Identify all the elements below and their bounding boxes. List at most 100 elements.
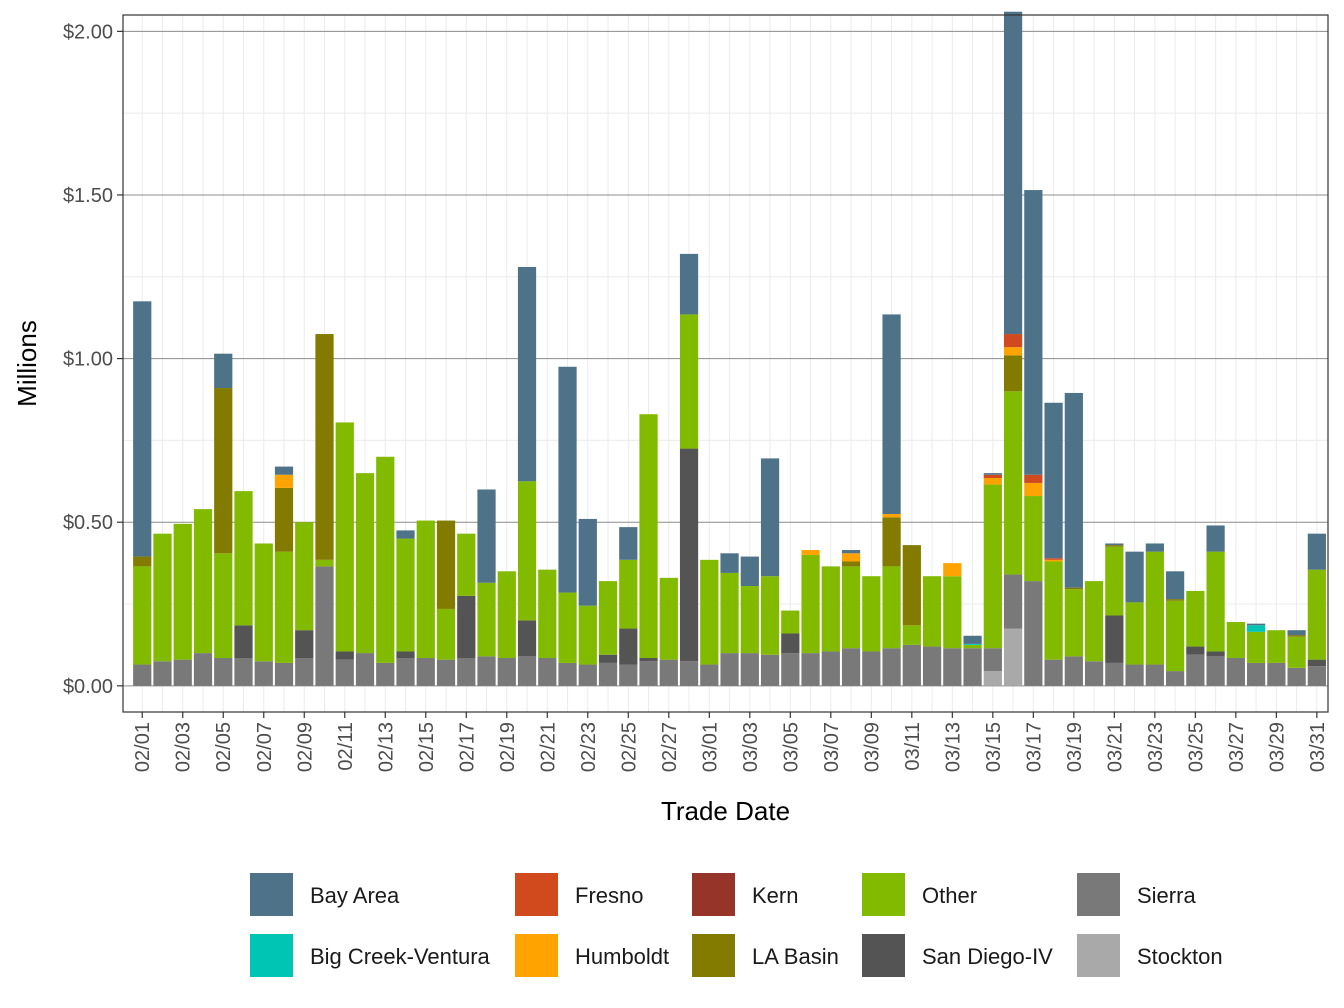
legend-label: Kern xyxy=(752,883,798,908)
bar-sierra-02-08 xyxy=(274,662,294,686)
bar-sierra-02-12 xyxy=(355,653,375,686)
bar-sierra-03-08 xyxy=(841,648,861,686)
x-tick-label: 03/29 xyxy=(1266,722,1288,772)
bar-la-basin-02-08 xyxy=(274,487,294,552)
bar-san-diego-iv-02-25 xyxy=(619,628,638,665)
bar-san-diego-iv-02-28 xyxy=(679,448,699,662)
legend-swatch xyxy=(862,934,905,977)
bar-other-03-30 xyxy=(1287,636,1306,668)
bar-other-03-22 xyxy=(1125,602,1144,665)
bar-bay-area-02-22 xyxy=(558,366,577,593)
bar-bay-area-03-28 xyxy=(1246,623,1266,626)
x-tick-label: 02/19 xyxy=(497,722,519,772)
bar-other-03-09 xyxy=(862,576,881,652)
legend-swatch xyxy=(1077,934,1120,977)
x-tick-label: 03/03 xyxy=(740,722,762,772)
bar-other-02-24 xyxy=(598,581,618,655)
bar-other-03-06 xyxy=(801,554,820,654)
legend-label: LA Basin xyxy=(752,944,839,969)
bar-bay-area-02-05 xyxy=(214,353,233,389)
y-tick-label: $1.00 xyxy=(63,349,113,371)
x-tick-label: 02/09 xyxy=(294,722,316,772)
bar-sierra-02-15 xyxy=(416,658,435,686)
bar-san-diego-iv-02-17 xyxy=(457,595,476,659)
bar-other-02-27 xyxy=(659,577,678,660)
bar-bay-area-03-24 xyxy=(1165,571,1185,600)
x-tick-label: 02/03 xyxy=(173,722,195,772)
bar-other-03-28 xyxy=(1246,631,1266,663)
bar-fresno-03-18 xyxy=(1044,558,1063,560)
bar-san-diego-iv-02-11 xyxy=(335,651,354,660)
bar-sierra-02-24 xyxy=(598,662,618,686)
bar-sierra-02-05 xyxy=(214,658,233,686)
bar-other-03-04 xyxy=(760,576,780,655)
bar-sierra-03-16 xyxy=(1003,574,1023,629)
bar-humboldt-03-10 xyxy=(882,514,901,518)
bar-other-02-06 xyxy=(234,491,253,626)
x-tick-label: 03/27 xyxy=(1226,722,1248,772)
bar-bay-area-03-10 xyxy=(882,314,901,515)
bar-other-02-25 xyxy=(619,559,638,629)
bar-other-02-26 xyxy=(639,414,658,659)
bar-fresno-03-15 xyxy=(983,474,1002,479)
bar-sierra-02-10 xyxy=(315,566,334,686)
bar-san-diego-iv-03-26 xyxy=(1206,651,1225,657)
bar-bay-area-02-23 xyxy=(578,518,597,606)
bar-sierra-03-13 xyxy=(943,648,962,686)
bar-sierra-02-06 xyxy=(234,658,253,686)
bar-big-creek-ventura-03-14 xyxy=(963,643,982,645)
bar-bay-area-03-16 xyxy=(1003,11,1023,335)
legend-swatch xyxy=(250,873,293,916)
bar-bay-area-03-23 xyxy=(1145,543,1164,552)
bar-san-diego-iv-03-31 xyxy=(1307,659,1326,667)
bar-humboldt-02-08 xyxy=(274,474,294,488)
x-tick-label: 02/23 xyxy=(578,722,600,772)
bar-other-03-15 xyxy=(983,484,1002,649)
bar-sierra-03-04 xyxy=(760,654,780,686)
bar-other-03-07 xyxy=(821,566,840,652)
bar-other-03-23 xyxy=(1145,551,1164,665)
bar-other-03-31 xyxy=(1307,569,1326,660)
x-tick-label: 02/15 xyxy=(416,722,438,772)
legend-swatch xyxy=(692,873,735,916)
x-tick-label: 03/25 xyxy=(1185,722,1207,772)
bar-sierra-03-02 xyxy=(720,653,739,686)
legend-item-kern: Kern xyxy=(692,873,798,916)
bar-la-basin-02-10 xyxy=(315,334,334,560)
bar-bay-area-03-14 xyxy=(963,635,982,644)
bar-sierra-03-29 xyxy=(1267,662,1286,686)
bar-other-02-16 xyxy=(436,608,456,660)
bar-la-basin-03-11 xyxy=(902,545,921,626)
legend-item-la-basin: LA Basin xyxy=(692,934,839,977)
bar-other-03-16 xyxy=(1003,391,1023,575)
bar-la-basin-02-16 xyxy=(436,520,456,609)
legend-swatch xyxy=(862,873,905,916)
bar-sierra-02-27 xyxy=(659,659,678,686)
bar-san-diego-iv-03-25 xyxy=(1186,646,1205,655)
bar-bay-area-03-03 xyxy=(740,556,759,587)
bar-humboldt-03-06 xyxy=(801,550,820,555)
legend-item-stockton: Stockton xyxy=(1077,934,1223,977)
bar-san-diego-iv-03-05 xyxy=(781,633,800,654)
x-tick-label: 02/01 xyxy=(132,722,154,772)
bar-other-02-04 xyxy=(193,509,213,654)
bar-bay-area-02-08 xyxy=(274,466,294,475)
bar-other-02-20 xyxy=(517,481,537,621)
bar-bay-area-02-14 xyxy=(396,530,415,539)
bar-la-basin-02-05 xyxy=(214,388,233,554)
bar-sierra-02-18 xyxy=(477,656,496,686)
x-tick-label: 03/07 xyxy=(821,722,843,772)
bar-other-03-18 xyxy=(1044,561,1063,660)
bar-sierra-02-07 xyxy=(254,661,273,686)
bar-sierra-03-18 xyxy=(1044,659,1063,686)
bar-sierra-03-12 xyxy=(922,646,942,686)
bar-other-03-01 xyxy=(700,559,719,665)
bar-bay-area-02-25 xyxy=(619,527,638,560)
bar-other-02-07 xyxy=(254,543,273,662)
bar-other-03-29 xyxy=(1267,630,1286,663)
bar-other-02-19 xyxy=(497,571,516,659)
bar-other-02-22 xyxy=(558,592,577,663)
bar-la-basin-03-30 xyxy=(1287,635,1306,637)
panel-border xyxy=(122,14,1329,713)
bar-other-03-26 xyxy=(1206,551,1225,652)
